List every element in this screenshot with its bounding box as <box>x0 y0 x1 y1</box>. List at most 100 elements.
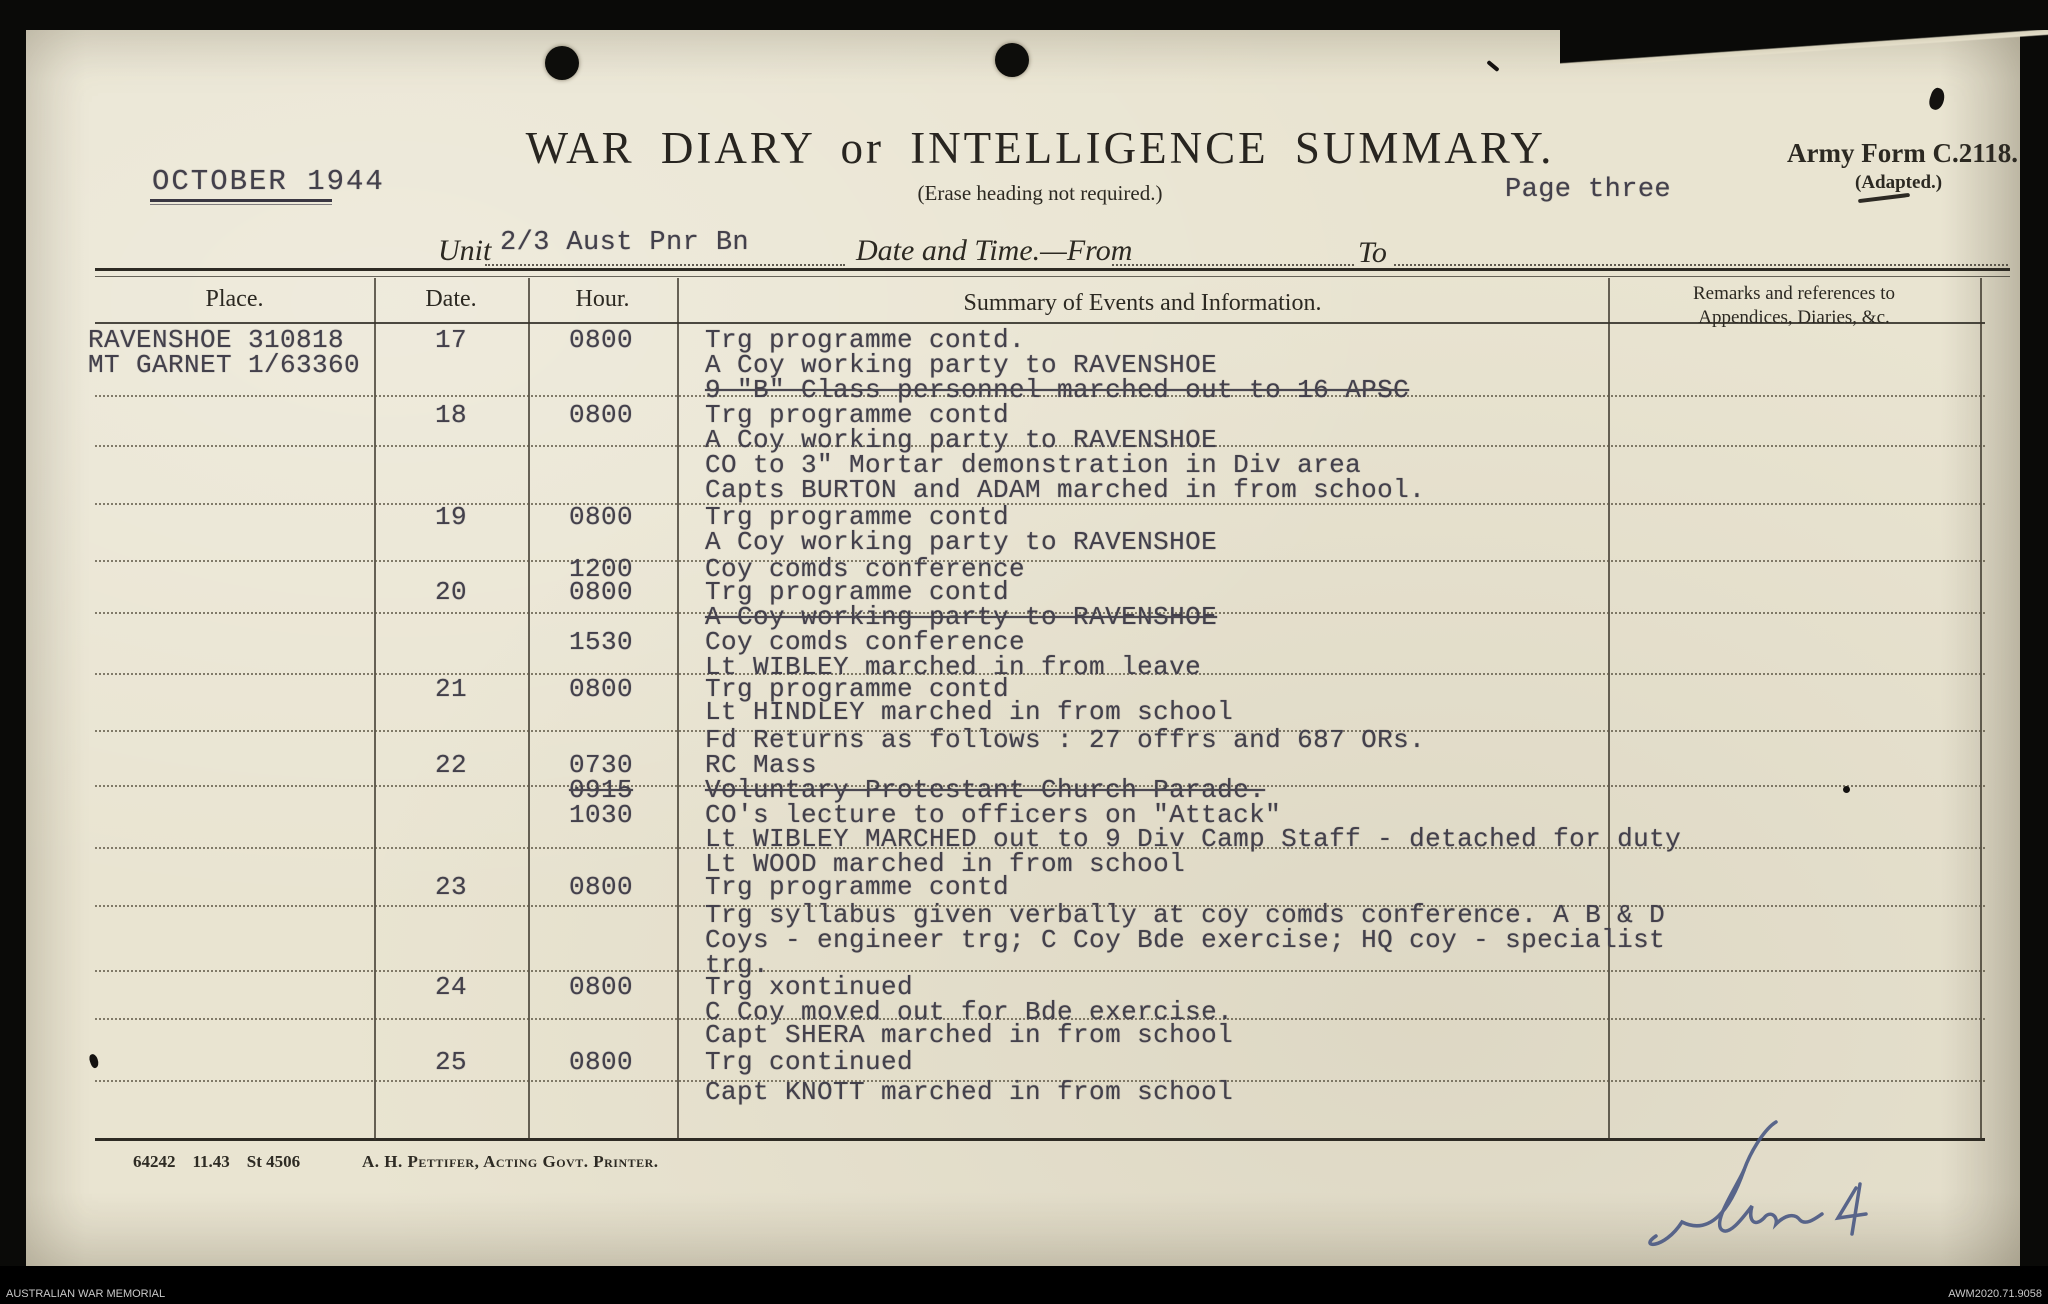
summary-line: Trg programme contd <box>705 400 1010 430</box>
summary-line: CO to 3" Mortar demonstration in Div are… <box>705 450 1362 480</box>
page-label: Page three <box>1505 175 1672 205</box>
place-line: MT GARNET 1/63360 <box>88 350 361 380</box>
summary-line: Trg programme contd <box>705 872 1010 902</box>
ink-speck <box>1843 786 1850 793</box>
month-underline-thin <box>150 204 332 205</box>
dotted-rule <box>95 785 1985 787</box>
header-rule <box>95 322 1985 324</box>
summary-line: Trg xontinued <box>705 972 914 1002</box>
dotted-rule <box>95 673 1985 675</box>
dotted-rule <box>95 1018 1985 1020</box>
summary-line: trg. <box>705 950 770 980</box>
form-subtitle: (Erase heading not required.) <box>917 181 1163 205</box>
date-cell: 19 <box>434 502 467 532</box>
datetime-label: Date and Time.—From <box>856 234 1133 267</box>
date-cell: 24 <box>434 972 467 1002</box>
column-divider <box>528 278 530 1140</box>
summary-line: A Coy working party to RAVENSHOE <box>705 527 1218 557</box>
paper-tear <box>1560 30 2048 64</box>
column-divider <box>374 278 376 1140</box>
summary-line: Capt KNOTT marched in from school <box>705 1077 1234 1107</box>
hour-cell: 1530 <box>568 627 633 657</box>
hour-cell: 0915 <box>568 775 633 805</box>
hour-cell: 0800 <box>568 972 633 1002</box>
form-title: WAR DIARY or INTELLIGENCE SUMMARY. <box>525 123 1555 173</box>
column-divider <box>1608 278 1610 1140</box>
header-remarks-line1: Remarks and references to <box>1692 283 1896 304</box>
dotted-rule <box>95 1080 1985 1082</box>
hour-cell: 0800 <box>568 400 633 430</box>
dotted-rule <box>95 560 1985 562</box>
table-bottom-rule <box>95 1138 1985 1141</box>
hour-cell: 0800 <box>568 325 633 355</box>
summary-line: Lt WIBLEY MARCHED out to 9 Div Camp Staf… <box>705 824 1682 854</box>
summary-line: Capts BURTON and ADAM marched in from sc… <box>705 475 1426 505</box>
to-label: To <box>1358 236 1387 269</box>
summary-line: C Coy moved out for Bde exercise. <box>705 997 1234 1027</box>
header-summary: Summary of Events and Information. <box>963 290 1322 316</box>
archive-left-label: AUSTRALIAN WAR MEMORIAL <box>6 1288 166 1300</box>
summary-line: Trg continued <box>705 1047 914 1077</box>
archive-bar <box>0 1266 2048 1304</box>
paper-sheet <box>26 30 2020 1266</box>
summary-line: Lt WIBLEY marched in from leave <box>705 652 1202 682</box>
hour-cell: 0800 <box>568 1047 633 1077</box>
summary-line: A Coy working party to RAVENSHOE <box>705 425 1218 455</box>
dotted-rule <box>95 847 1985 849</box>
summary-line: CO's lecture to officers on "Attack" <box>705 800 1282 830</box>
dotted-rule <box>95 503 1985 505</box>
summary-line: Coys - engineer trg; C Coy Bde exercise;… <box>705 925 1666 955</box>
date-cell: 20 <box>434 577 467 607</box>
summary-line: Trg programme contd <box>705 502 1010 532</box>
summary-line: Trg programme contd. <box>705 325 1026 355</box>
summary-line: A Coy working party to RAVENSHOE <box>705 350 1218 380</box>
date-cell: 17 <box>434 325 467 355</box>
date-cell: 25 <box>434 1047 467 1077</box>
summary-line: 9 "B" Class personnel marched out to 16 … <box>705 375 1410 405</box>
summary-line: Fd Returns as follows : 27 offrs and 687… <box>705 725 1426 755</box>
dotted-rule <box>95 905 1985 907</box>
hour-cell: 0800 <box>568 674 633 704</box>
summary-line: A Coy working party to RAVENSHOE <box>705 602 1218 632</box>
date-cell: 18 <box>434 400 467 430</box>
date-cell: 22 <box>434 750 467 780</box>
column-divider <box>677 278 679 1140</box>
unit-underline <box>485 264 845 266</box>
to-underline <box>1394 264 2008 266</box>
hour-cell: 0800 <box>568 577 633 607</box>
signature-scribble <box>1648 1120 1868 1247</box>
dotted-rule <box>95 612 1985 614</box>
summary-line: Voluntary Protestant Church Parade. <box>705 775 1266 805</box>
month-label: OCTOBER 1944 <box>152 165 385 198</box>
header-remarks-line2: Appendices, Diaries, &c. <box>1698 307 1890 328</box>
unit-label: Unit <box>438 234 492 267</box>
month-underline <box>150 199 332 202</box>
place-line: RAVENSHOE 310818 <box>88 325 345 355</box>
summary-line: Coy comds conference <box>705 627 1026 657</box>
hour-cell: 0800 <box>568 872 633 902</box>
top-rule-thick <box>95 268 2010 271</box>
header-place: Place. <box>205 286 264 312</box>
punch-hole <box>995 43 1029 77</box>
archive-right-label: AWM2020.71.9058 <box>1948 1288 2042 1300</box>
hour-cell: 0730 <box>568 750 633 780</box>
summary-line: Trg programme contd <box>705 577 1010 607</box>
dotted-rule <box>95 970 1985 972</box>
header-date: Date. <box>425 286 477 312</box>
summary-line: Lt WOOD marched in from school <box>705 849 1186 879</box>
column-divider <box>1980 278 1982 1140</box>
footer-printer-name: A. H. Pettifer, Acting Govt. Printer. <box>362 1152 659 1171</box>
date-cell: 21 <box>434 674 467 704</box>
dotted-rule <box>95 445 1985 447</box>
unit-value: 2/3 Aust Pnr Bn <box>500 228 750 258</box>
summary-line: Capt SHERA marched in from school <box>705 1020 1234 1050</box>
punch-hole <box>545 46 579 80</box>
summary-line: Lt HINDLEY marched in from school <box>705 697 1234 727</box>
summary-line: Trg syllabus given verbally at coy comds… <box>705 900 1666 930</box>
summary-line: Coy comds conference <box>705 554 1026 584</box>
top-rule-thin <box>95 276 2010 277</box>
date-cell: 23 <box>434 872 467 902</box>
dotted-rule <box>95 730 1985 732</box>
hour-cell: 0800 <box>568 502 633 532</box>
